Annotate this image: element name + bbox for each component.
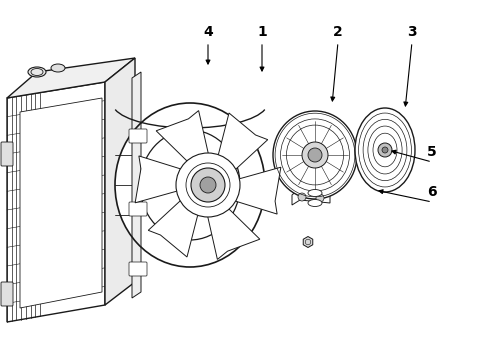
Text: 6: 6 xyxy=(427,185,437,199)
Polygon shape xyxy=(303,237,313,248)
Polygon shape xyxy=(222,167,281,214)
Ellipse shape xyxy=(273,111,357,199)
Polygon shape xyxy=(156,111,211,170)
Circle shape xyxy=(302,142,328,168)
Circle shape xyxy=(191,168,225,202)
Ellipse shape xyxy=(308,199,322,207)
Text: 5: 5 xyxy=(427,145,437,159)
FancyBboxPatch shape xyxy=(1,282,13,306)
Ellipse shape xyxy=(51,64,65,72)
Ellipse shape xyxy=(140,130,240,240)
Polygon shape xyxy=(135,156,194,203)
Text: 2: 2 xyxy=(333,25,343,39)
Polygon shape xyxy=(20,98,102,308)
Text: 3: 3 xyxy=(407,25,417,39)
Polygon shape xyxy=(7,58,135,98)
Ellipse shape xyxy=(355,108,415,192)
Ellipse shape xyxy=(28,67,46,77)
Polygon shape xyxy=(292,188,330,205)
Polygon shape xyxy=(105,58,135,305)
FancyBboxPatch shape xyxy=(129,129,147,143)
Circle shape xyxy=(316,194,324,202)
Circle shape xyxy=(298,193,306,201)
Circle shape xyxy=(382,147,388,153)
Polygon shape xyxy=(215,113,268,179)
Text: 4: 4 xyxy=(203,25,213,39)
FancyBboxPatch shape xyxy=(129,262,147,276)
Circle shape xyxy=(200,177,216,193)
Polygon shape xyxy=(205,200,260,260)
Circle shape xyxy=(176,153,240,217)
Polygon shape xyxy=(132,72,141,298)
FancyBboxPatch shape xyxy=(129,202,147,216)
Ellipse shape xyxy=(308,189,322,197)
Circle shape xyxy=(378,143,392,157)
Ellipse shape xyxy=(115,103,265,267)
Circle shape xyxy=(308,148,322,162)
Text: 1: 1 xyxy=(257,25,267,39)
Polygon shape xyxy=(7,82,105,322)
FancyBboxPatch shape xyxy=(1,142,13,166)
Polygon shape xyxy=(148,192,201,257)
